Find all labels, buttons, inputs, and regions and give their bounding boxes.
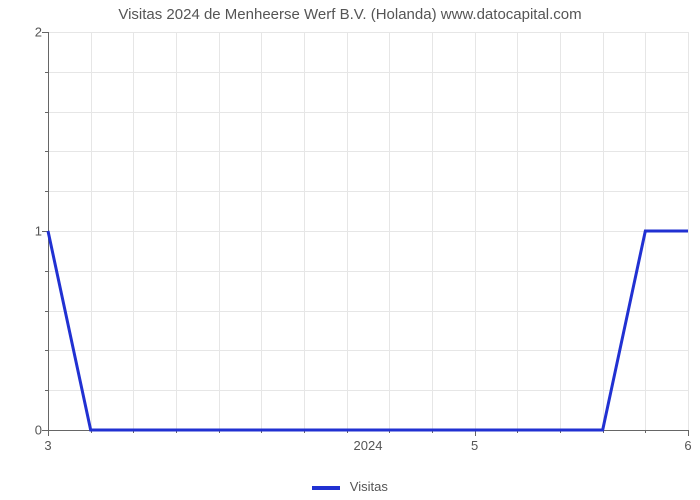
- series-layer: [0, 0, 700, 500]
- series-line-visitas: [48, 231, 688, 430]
- chart-container: Visitas 2024 de Menheerse Werf B.V. (Hol…: [0, 0, 700, 500]
